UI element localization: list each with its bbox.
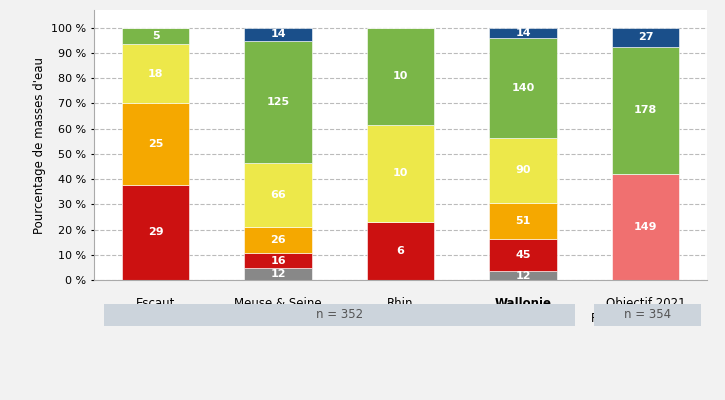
Bar	[244, 253, 312, 268]
FancyBboxPatch shape	[589, 304, 705, 326]
Bar	[367, 125, 434, 222]
Bar	[367, 222, 434, 280]
Text: Escaut: Escaut	[136, 297, 175, 310]
Bar	[244, 268, 312, 280]
Text: 5: 5	[152, 31, 160, 41]
Bar	[367, 28, 434, 125]
Text: 27: 27	[638, 32, 653, 42]
FancyBboxPatch shape	[83, 304, 596, 326]
Text: 51: 51	[515, 216, 531, 226]
Bar	[612, 47, 679, 174]
Text: 26: 26	[270, 235, 286, 245]
Bar	[122, 103, 189, 185]
Bar	[122, 44, 189, 103]
Bar	[489, 138, 557, 202]
Bar	[244, 28, 312, 41]
Text: 140: 140	[511, 83, 535, 93]
Text: 14: 14	[270, 30, 286, 40]
Bar	[489, 271, 557, 280]
Text: 10: 10	[393, 168, 408, 178]
Text: 45: 45	[515, 250, 531, 260]
Text: Rhin: Rhin	[387, 297, 414, 310]
Text: 90: 90	[515, 165, 531, 175]
Text: 14: 14	[515, 28, 531, 38]
Text: 125: 125	[267, 97, 289, 107]
Text: n = 352: n = 352	[316, 308, 362, 322]
Text: 66: 66	[270, 190, 286, 200]
Text: Wallonie: Wallonie	[494, 297, 552, 310]
Bar	[122, 185, 189, 280]
Bar	[489, 202, 557, 239]
Bar	[244, 227, 312, 253]
Bar	[122, 28, 189, 44]
Text: 12: 12	[515, 271, 531, 281]
Bar	[612, 174, 679, 280]
Text: 25: 25	[148, 139, 163, 149]
Bar	[489, 28, 557, 38]
Text: 29: 29	[148, 228, 163, 238]
Bar	[489, 239, 557, 271]
Text: Objectif 2021
PGDH 2016 - 2021: Objectif 2021 PGDH 2016 - 2021	[591, 297, 700, 325]
Text: Meuse & Seine: Meuse & Seine	[234, 297, 322, 310]
Text: 12: 12	[270, 269, 286, 279]
Text: 149: 149	[634, 222, 658, 232]
Text: 10: 10	[393, 71, 408, 81]
Bar	[244, 163, 312, 227]
Text: 6: 6	[397, 246, 405, 256]
Y-axis label: Pourcentage de masses d'eau: Pourcentage de masses d'eau	[33, 56, 46, 234]
Text: 178: 178	[634, 105, 658, 115]
Text: 18: 18	[148, 68, 163, 78]
Bar	[612, 28, 679, 47]
Bar	[489, 38, 557, 138]
Text: 16: 16	[270, 256, 286, 266]
Bar	[244, 41, 312, 163]
Text: n = 354: n = 354	[624, 308, 671, 322]
